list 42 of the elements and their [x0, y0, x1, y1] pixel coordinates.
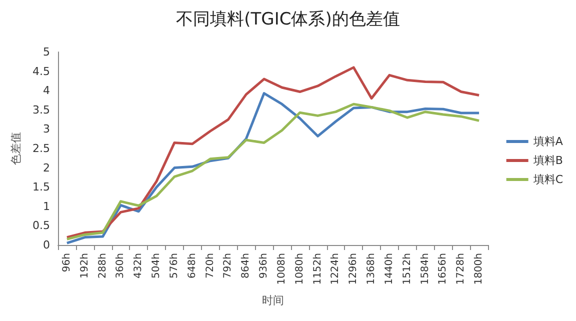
y-tick-label: 5 — [43, 46, 50, 58]
x-tick-label: 576h — [168, 253, 180, 278]
y-tick-label: 2.5 — [32, 142, 50, 155]
x-tick-label: 1080h — [294, 253, 306, 285]
y-tick-label: 0 — [43, 238, 50, 252]
legend-label: 填料C — [532, 173, 564, 186]
x-tick-label: 360h — [115, 253, 126, 278]
x-tick-label: 192h — [79, 253, 90, 278]
legend-label: 填料A — [532, 135, 564, 148]
x-tick-label: 1728h — [456, 253, 467, 285]
x-tick-label: 864h — [240, 253, 252, 278]
x-axis-title: 时间 — [262, 294, 284, 307]
y-tick-label: 2 — [43, 161, 50, 174]
chart-title: 不同填料(TGIC体系)的色差值 — [176, 10, 400, 30]
x-tick-label: 1440h — [384, 253, 395, 285]
y-tick-label: 4.5 — [32, 64, 50, 78]
y-tick-label: 1.5 — [32, 180, 50, 194]
x-tick-label: 1368h — [366, 253, 378, 285]
y-tick-label: 1 — [43, 200, 50, 213]
x-tick-label: 504h — [151, 253, 162, 278]
x-tick-label: 1296h — [348, 253, 360, 285]
line-series — [66, 66, 480, 239]
x-tick-label: 1800h — [474, 253, 485, 285]
x-tick-label: 720h — [204, 253, 216, 278]
x-tick-label: 1152h — [312, 253, 324, 285]
x-tick-label: 1512h — [402, 253, 413, 285]
y-tick-label: 0.5 — [32, 219, 50, 232]
x-tick-label: 432h — [133, 253, 144, 278]
x-tick-label: 1584h — [420, 253, 431, 285]
x-tick-label: 936h — [258, 253, 270, 278]
x-tick-label: 1656h — [438, 253, 449, 285]
y-tick-label: 3 — [43, 122, 50, 136]
x-tick-label: 1224h — [330, 253, 342, 285]
x-tick-label: 792h — [222, 253, 234, 278]
y-tick-label: 3.5 — [32, 103, 50, 116]
x-tick-label: 1008h — [276, 253, 288, 285]
y-axis-title: 色差值 — [10, 132, 23, 165]
x-tick-label: 288h — [97, 253, 108, 278]
x-tick-label: 96h — [61, 253, 72, 272]
x-tick-label: 648h — [186, 253, 198, 278]
legend-label: 填料B — [532, 154, 563, 167]
y-tick-label: 4 — [43, 84, 50, 98]
